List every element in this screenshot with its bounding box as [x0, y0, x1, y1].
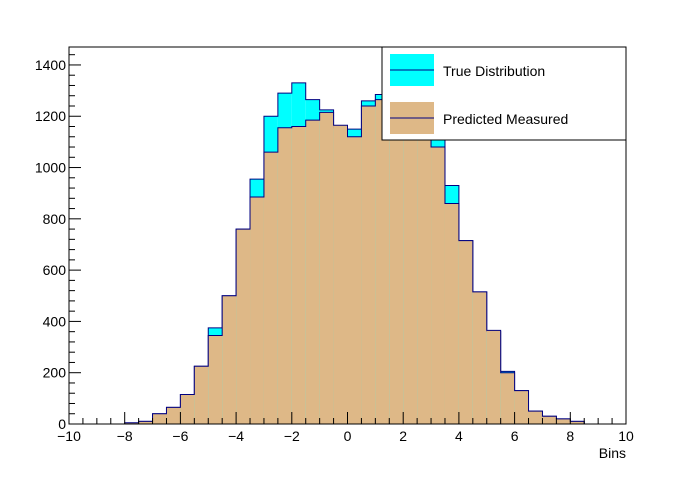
bar — [305, 120, 320, 425]
bar — [431, 147, 445, 425]
bar — [250, 197, 264, 424]
x-tick-label: 2 — [399, 428, 407, 444]
y-tick-label: 1200 — [35, 108, 66, 124]
x-tick-label: −8 — [117, 428, 133, 444]
bar — [403, 118, 418, 425]
y-tick-label: 600 — [43, 262, 67, 278]
x-tick-label: 0 — [344, 428, 352, 444]
x-tick-label: 4 — [455, 428, 463, 444]
bar — [180, 394, 195, 424]
x-tick-label: 6 — [511, 428, 519, 444]
series-outline — [69, 99, 626, 425]
y-tick-label: 1400 — [35, 57, 66, 73]
y-tick-label: 0 — [58, 416, 66, 432]
x-tick-label: 8 — [566, 428, 574, 444]
bar — [542, 416, 557, 424]
axis-layer: −10 −8 −6 −4 −2 0 2 4 6 8 10 0 200 400 600 800 1000 1200 1… — [35, 46, 634, 444]
bar — [236, 229, 251, 424]
y-tick-label: 400 — [43, 313, 67, 329]
bar — [152, 413, 167, 424]
bar — [375, 99, 390, 424]
legend: True Distribution Predicted Measured — [381, 46, 627, 141]
legend-label: Predicted Measured — [443, 111, 568, 127]
bar — [361, 105, 376, 425]
series-1 — [69, 99, 626, 425]
bar — [347, 136, 362, 424]
bar — [417, 130, 432, 424]
y-tick-label: 1000 — [35, 160, 66, 176]
bar — [486, 330, 501, 424]
x-tick-label: 10 — [618, 428, 634, 444]
bar — [208, 335, 223, 424]
bar — [556, 418, 571, 424]
bar — [277, 127, 292, 425]
x-axis-title: Bins — [599, 445, 626, 461]
bar — [528, 411, 543, 424]
bar — [319, 112, 334, 425]
x-tick-label: −10 — [57, 428, 81, 444]
bar — [194, 366, 209, 424]
bar — [222, 295, 237, 424]
x-tick-label: −6 — [172, 428, 188, 444]
bar — [291, 126, 306, 424]
bar — [389, 107, 404, 424]
bar — [166, 407, 181, 424]
bar — [458, 240, 473, 424]
bar — [138, 421, 153, 424]
bar — [570, 421, 585, 424]
x-tick-label: −4 — [228, 428, 244, 444]
bar — [472, 291, 487, 424]
bar — [124, 422, 139, 424]
x-tick-label: −2 — [284, 428, 300, 444]
y-tick-label: 800 — [43, 211, 67, 227]
bar — [333, 125, 348, 425]
legend-label: True Distribution — [443, 63, 545, 79]
y-tick-label: 200 — [43, 365, 67, 381]
bar — [444, 203, 459, 424]
bar — [500, 372, 515, 424]
bar — [514, 390, 529, 424]
bar — [263, 152, 278, 424]
plot-layer — [69, 82, 626, 425]
